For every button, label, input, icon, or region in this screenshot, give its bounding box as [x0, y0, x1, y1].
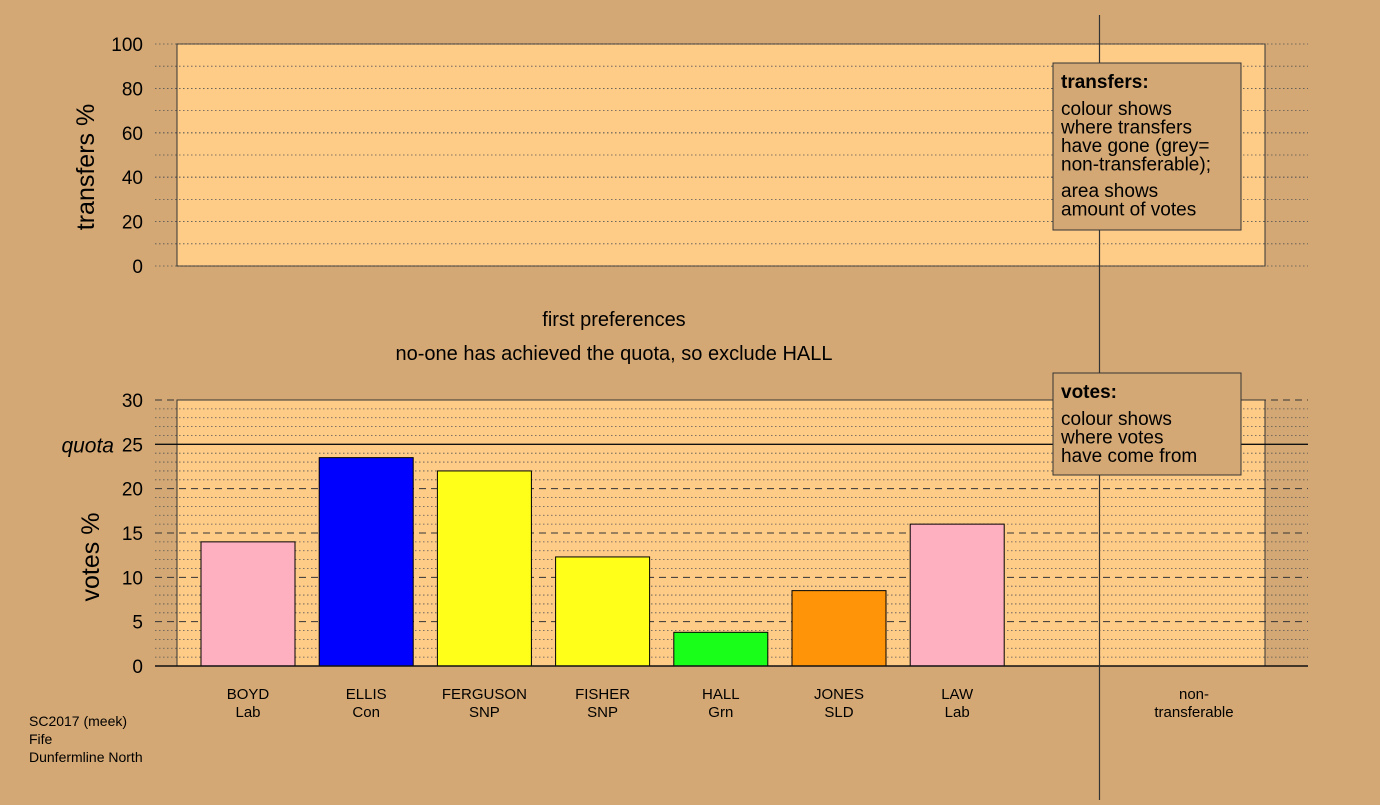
transfers-legend-text: have gone (grey=	[1061, 136, 1209, 157]
votes-y-tick-label: 5	[132, 613, 143, 634]
footer-info: SC2017 (meek) Fife Dunfermline North	[29, 712, 143, 766]
votes-y-tick-label: 30	[122, 391, 143, 412]
transfers-y-tick-label: 60	[122, 124, 143, 145]
votes-legend-title: votes:	[1061, 382, 1117, 403]
transfers-legend-text: colour shows	[1061, 99, 1172, 120]
transfers-legend-text: non-transferable);	[1061, 155, 1211, 176]
candidate-name-label: JONES	[814, 686, 864, 703]
nontransferable-label: transferable	[1154, 704, 1233, 721]
votes-y-axis-label: votes %	[77, 513, 105, 602]
candidate-name-label: HALL	[702, 686, 740, 703]
votes-legend-text: colour shows	[1061, 409, 1172, 430]
transfers-y-tick-label: 40	[122, 168, 143, 189]
transfers-legend-box	[1052, 62, 1242, 231]
footer-election: SC2017 (meek)	[29, 713, 128, 729]
candidate-party-label: Con	[352, 704, 380, 721]
votes-legend-text: have come from	[1061, 446, 1197, 467]
nontransferable-label: non-	[1179, 686, 1209, 703]
votes-y-tick-label: 15	[122, 524, 143, 545]
votes-y-tick-label: 20	[122, 480, 143, 501]
candidate-party-label: Lab	[235, 704, 260, 721]
bar-ferguson	[436, 470, 532, 667]
bar-ellis	[318, 457, 414, 667]
footer-ward: Dunfermline North	[29, 749, 143, 765]
transfers-y-axis-label: transfers %	[72, 104, 100, 230]
votes-y-tick-label: 25	[122, 435, 143, 456]
transfers-y-tick-label: 100	[111, 35, 143, 56]
transfers-legend-text: area shows	[1061, 181, 1158, 202]
candidate-name-label: ELLIS	[346, 686, 387, 703]
quota-label: quota	[61, 434, 114, 457]
transfers-legend-title: transfers:	[1061, 72, 1149, 93]
candidate-party-label: Grn	[708, 704, 733, 721]
bar-hall	[673, 631, 769, 667]
transfers-legend-text: where transfers	[1060, 118, 1192, 139]
bar-fisher	[555, 556, 651, 667]
candidate-name-label: FISHER	[575, 686, 630, 703]
transfers-y-tick-label: 0	[132, 257, 143, 278]
bar-boyd	[200, 541, 296, 667]
footer-council: Fife	[29, 731, 53, 747]
candidate-party-label: SNP	[587, 704, 618, 721]
votes-legend-box	[1052, 372, 1242, 476]
votes-y-tick-label: 10	[122, 568, 143, 589]
votes-legend-text: where votes	[1060, 428, 1163, 449]
candidate-name-label: BOYD	[227, 686, 270, 703]
stage-title: first preferences	[542, 309, 685, 331]
transfers-y-tick-label: 80	[122, 79, 143, 100]
candidate-name-label: LAW	[941, 686, 974, 703]
bar-law	[909, 523, 1005, 667]
candidate-party-label: SLD	[824, 704, 853, 721]
bar-jones	[791, 590, 887, 667]
stage-subtitle: no-one has achieved the quota, so exclud…	[396, 343, 833, 365]
candidate-party-label: SNP	[469, 704, 500, 721]
transfers-legend-text: amount of votes	[1061, 200, 1196, 221]
votes-y-tick-label: 0	[132, 657, 143, 678]
candidate-name-label: FERGUSON	[442, 686, 527, 703]
candidate-party-label: Lab	[945, 704, 970, 721]
transfers-y-tick-label: 20	[122, 213, 143, 234]
